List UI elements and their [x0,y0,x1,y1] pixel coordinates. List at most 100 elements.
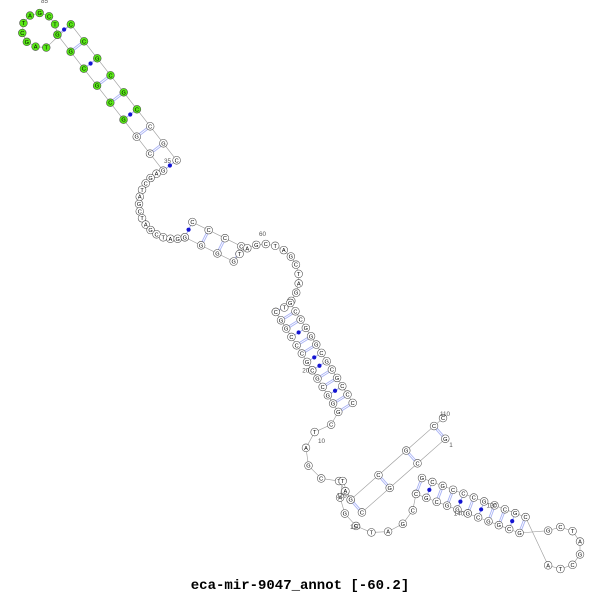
svg-text:C: C [289,335,293,341]
svg-text:C: C [274,310,278,316]
svg-text:C: C [148,124,152,130]
svg-text:C: C [415,461,419,467]
svg-text:C: C [299,318,303,324]
svg-text:G: G [121,118,125,124]
svg-text:A: A [282,248,286,254]
svg-text:C: C [432,424,436,430]
svg-text:C: C [148,152,152,158]
svg-text:C: C [207,228,211,234]
svg-text:G: G [68,50,72,56]
svg-text:A: A [34,45,38,51]
svg-text:20: 20 [302,367,310,374]
svg-text:G: G [284,327,288,333]
svg-text:G: G [443,437,447,443]
svg-text:C: C [558,525,562,531]
svg-text:G: G [161,141,165,147]
svg-text:A: A [297,281,301,287]
svg-text:G: G [349,498,353,504]
svg-text:C: C [414,492,418,498]
svg-text:C: C [295,343,299,349]
svg-text:A: A [245,246,249,252]
svg-text:G: G [546,529,550,535]
svg-text:C: C [435,500,439,506]
svg-text:115: 115 [337,493,348,500]
svg-text:G: G [304,326,308,332]
svg-text:A: A [138,195,142,201]
svg-text:T: T [161,235,165,241]
svg-text:C: C [300,352,304,358]
svg-text:G: G [161,169,165,175]
svg-text:G: G [37,11,41,17]
svg-text:C: C [108,101,112,107]
svg-text:G: G [466,511,470,517]
svg-text:C: C [430,480,434,486]
svg-text:A: A [546,563,550,569]
svg-text:C: C [319,476,323,482]
svg-text:C: C [223,236,227,242]
svg-text:G: G [324,359,328,365]
svg-text:G: G [175,237,179,243]
svg-text:G: G [183,235,187,241]
svg-text:G: G [441,484,445,490]
svg-text:T: T [22,21,26,27]
svg-text:G: G [326,393,330,399]
svg-text:C: C [321,385,325,391]
svg-text:G: G [497,523,501,529]
svg-text:T: T [45,46,49,52]
svg-text:C: C [293,309,297,315]
svg-text:110: 110 [440,411,451,418]
svg-text:G: G [135,135,139,141]
svg-text:T: T [283,306,287,312]
svg-text:G: G [289,255,293,261]
svg-text:G: G [95,56,99,62]
svg-text:T: T [370,530,374,536]
svg-text:G: G [336,410,340,416]
svg-text:C: C [135,107,139,113]
svg-text:T: T [238,252,242,258]
svg-text:G: G [335,376,339,382]
svg-text:G: G [401,522,405,528]
svg-text:C: C [319,351,323,357]
svg-text:C: C [345,393,349,399]
svg-text:C: C [154,232,158,238]
svg-text:A: A [386,530,390,536]
svg-text:G: G [122,90,126,96]
svg-text:G: G [343,512,347,518]
svg-text:G: G [445,504,449,510]
svg-text:G: G [388,486,392,492]
svg-text:C: C [571,563,575,569]
svg-text:C: C [461,492,465,498]
svg-text:G: G [305,360,309,366]
svg-text:G: G [288,301,292,307]
svg-text:C: C [524,515,528,521]
svg-text:G: G [25,40,29,46]
svg-text:C: C [330,368,334,374]
svg-text:120: 120 [486,502,497,509]
svg-text:C: C [20,31,24,37]
svg-text:C: C [451,488,455,494]
svg-text:G: G [420,476,424,482]
svg-text:T: T [313,430,317,436]
svg-text:G: G [315,377,319,383]
svg-text:C: C [503,507,507,513]
svg-text:C: C [507,527,511,533]
svg-text:C: C [82,67,86,73]
svg-text:T: T [571,529,575,535]
svg-text:T: T [559,567,563,573]
svg-text:C: C [476,515,480,521]
svg-text:G: G [404,449,408,455]
svg-text:C: C [239,244,243,250]
svg-text:A: A [168,237,172,243]
svg-text:C: C [411,508,415,514]
svg-text:C: C [360,510,364,516]
svg-text:C: C [264,242,268,248]
svg-text:A: A [28,14,32,20]
svg-text:35: 35 [164,158,172,165]
svg-text:85: 85 [41,0,49,5]
svg-text:G: G [424,496,428,502]
svg-text:G: G [294,291,298,297]
svg-text:C: C [175,158,179,164]
svg-text:C: C [472,496,476,502]
svg-text:C: C [47,14,51,20]
svg-text:C: C [376,473,380,479]
